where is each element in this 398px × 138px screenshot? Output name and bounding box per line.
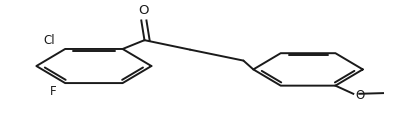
Text: Cl: Cl — [44, 34, 55, 47]
Text: O: O — [139, 4, 149, 17]
Text: F: F — [50, 85, 57, 98]
Text: O: O — [355, 89, 365, 102]
